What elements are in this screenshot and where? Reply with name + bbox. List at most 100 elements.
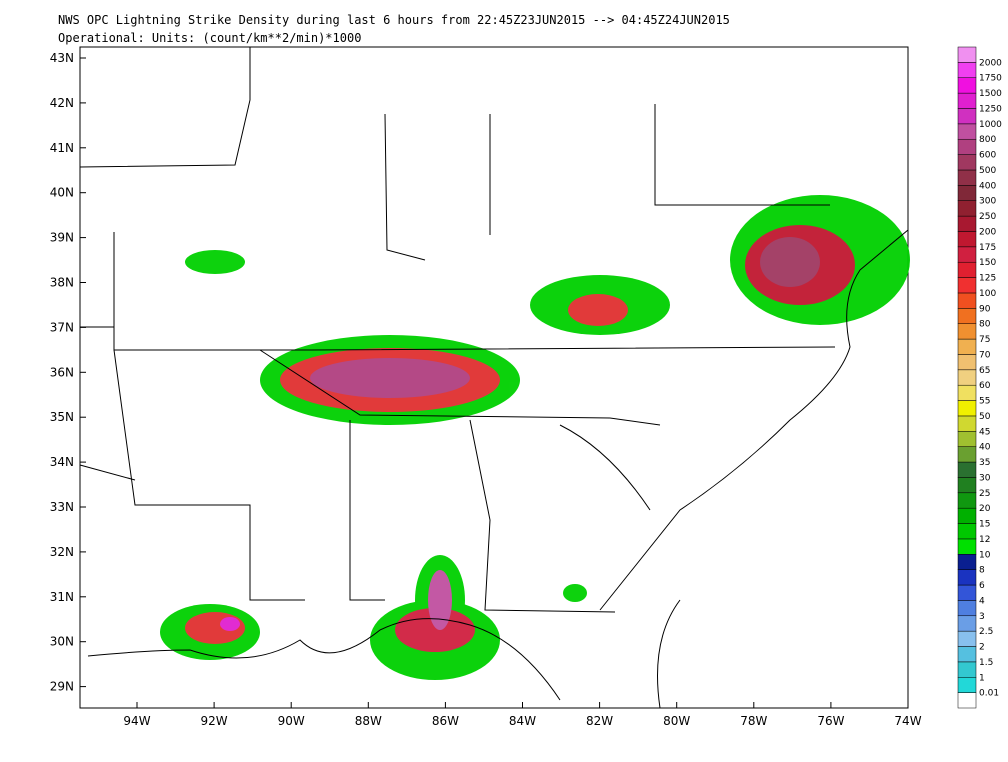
colorbar-cell	[957, 661, 977, 678]
lon-label: 80W	[663, 714, 690, 728]
colorbar-label: 500	[979, 166, 996, 176]
colorbar-cell	[957, 554, 977, 570]
colorbar-label: 25	[979, 489, 990, 499]
colorbar-label: 1000	[979, 120, 1002, 130]
colorbar-label: 35	[979, 458, 990, 468]
colorbar-label: 55	[979, 397, 990, 407]
colorbar-cell	[957, 308, 977, 324]
colorbar-label: 3	[979, 612, 985, 622]
colorbar-label: 300	[979, 197, 996, 207]
state-borders	[79, 47, 909, 709]
colorbar-cell	[957, 46, 977, 63]
colorbar-label: 100	[979, 289, 996, 299]
colorbar-label: 65	[979, 366, 990, 376]
colorbar-cell	[957, 200, 977, 217]
lon-label: 90W	[278, 714, 305, 728]
colorbar-cell	[957, 292, 977, 309]
lon-label: 86W	[432, 714, 459, 728]
lat-label: 39N	[50, 231, 74, 245]
colorbar-label: 125	[979, 274, 996, 284]
colorbar-label: 6	[979, 581, 985, 591]
lat-label: 33N	[50, 500, 74, 514]
colorbar-cell	[957, 630, 977, 647]
colorbar-cell	[957, 677, 977, 693]
lon-label: 84W	[509, 714, 536, 728]
colorbar-cell	[957, 400, 977, 417]
lat-label: 41N	[50, 141, 74, 155]
lat-label: 36N	[50, 365, 74, 379]
colorbar-cell	[957, 369, 977, 386]
lat-label: 35N	[50, 410, 74, 424]
colorbar-cell	[957, 615, 977, 632]
colorbar-cell	[957, 600, 977, 617]
colorbar-label: 60	[979, 381, 991, 391]
colorbar-cell	[957, 692, 977, 709]
colorbar-cell	[957, 231, 977, 248]
lon-label: 78W	[740, 714, 767, 728]
colorbar-cell	[957, 215, 977, 232]
map-area	[79, 46, 910, 709]
colorbar-cell	[957, 185, 977, 201]
colorbar-label: 0.01	[979, 689, 999, 699]
colorbar-cell	[957, 646, 977, 663]
lat-label: 29N	[50, 680, 74, 694]
lon-label: 94W	[123, 714, 150, 728]
colorbar-cell	[957, 108, 977, 125]
colorbar-label: 40	[979, 443, 991, 453]
colorbar-cell	[957, 154, 977, 171]
colorbar-cell	[957, 569, 977, 586]
colorbar-label: 30	[979, 473, 991, 483]
lon-label: 74W	[894, 714, 921, 728]
colorbar-label: 8	[979, 566, 985, 576]
colorbar-label: 12	[979, 535, 990, 545]
colorbar-cell	[957, 431, 977, 447]
colorbar-label: 20	[979, 504, 991, 514]
colorbar-label: 10	[979, 550, 991, 560]
axes: 43N 42N 41N 40N 39N 38N 37N 36N 35N 34N 33N 32N 31N 3…	[50, 51, 922, 728]
lat-label: 30N	[50, 635, 74, 649]
colorbar-label: 45	[979, 427, 990, 437]
colorbar-label: 200	[979, 227, 996, 237]
lon-label: 82W	[586, 714, 613, 728]
colorbar-label: 4	[979, 596, 985, 606]
colorbar-label: 2.5	[979, 627, 993, 637]
colorbar: 0.01 1 1.5 2 2.5 3 4 6 8 10 12 15 20 25 30 35 40 45 50 55 60…	[957, 46, 1002, 709]
subtitle: Operational: Units: (count/km**2/min)*10…	[58, 31, 361, 45]
title: NWS OPC Lightning Strike Density during …	[58, 13, 730, 27]
lat-label: 37N	[50, 320, 74, 334]
lat-label: 42N	[50, 96, 74, 110]
lat-label: 38N	[50, 276, 74, 290]
colorbar-label: 1	[979, 673, 985, 683]
colorbar-cell	[957, 384, 977, 401]
colorbar-cell	[957, 415, 977, 432]
lat-label: 43N	[50, 51, 74, 65]
colorbar-cell	[957, 507, 977, 524]
colorbar-label: 75	[979, 335, 990, 345]
colorbar-cell	[957, 123, 977, 140]
lat-label: 34N	[50, 455, 74, 469]
lon-label: 92W	[201, 714, 228, 728]
colorbar-cell	[957, 323, 977, 340]
colorbar-cell	[957, 584, 977, 601]
colorbar-label: 1750	[979, 74, 1002, 84]
lat-label: 40N	[50, 186, 74, 200]
colorbar-cell	[957, 354, 977, 371]
colorbar-label: 175	[979, 243, 996, 253]
lat-label: 32N	[50, 545, 74, 559]
colorbar-cell	[957, 138, 977, 155]
colorbar-cell	[957, 477, 977, 494]
colorbar-label: 90	[979, 304, 991, 314]
colorbar-cell	[957, 62, 977, 78]
colorbar-label: 800	[979, 135, 996, 145]
colorbar-cell	[957, 523, 977, 540]
colorbar-label: 15	[979, 520, 990, 530]
lon-label: 88W	[355, 714, 382, 728]
colorbar-cell	[957, 261, 977, 278]
colorbar-cell	[957, 277, 977, 294]
colorbar-cell	[957, 538, 977, 555]
colorbar-cell	[957, 169, 977, 186]
colorbar-label: 2	[979, 643, 985, 653]
colorbar-cell	[957, 77, 977, 94]
lightning-blobs	[160, 195, 910, 680]
